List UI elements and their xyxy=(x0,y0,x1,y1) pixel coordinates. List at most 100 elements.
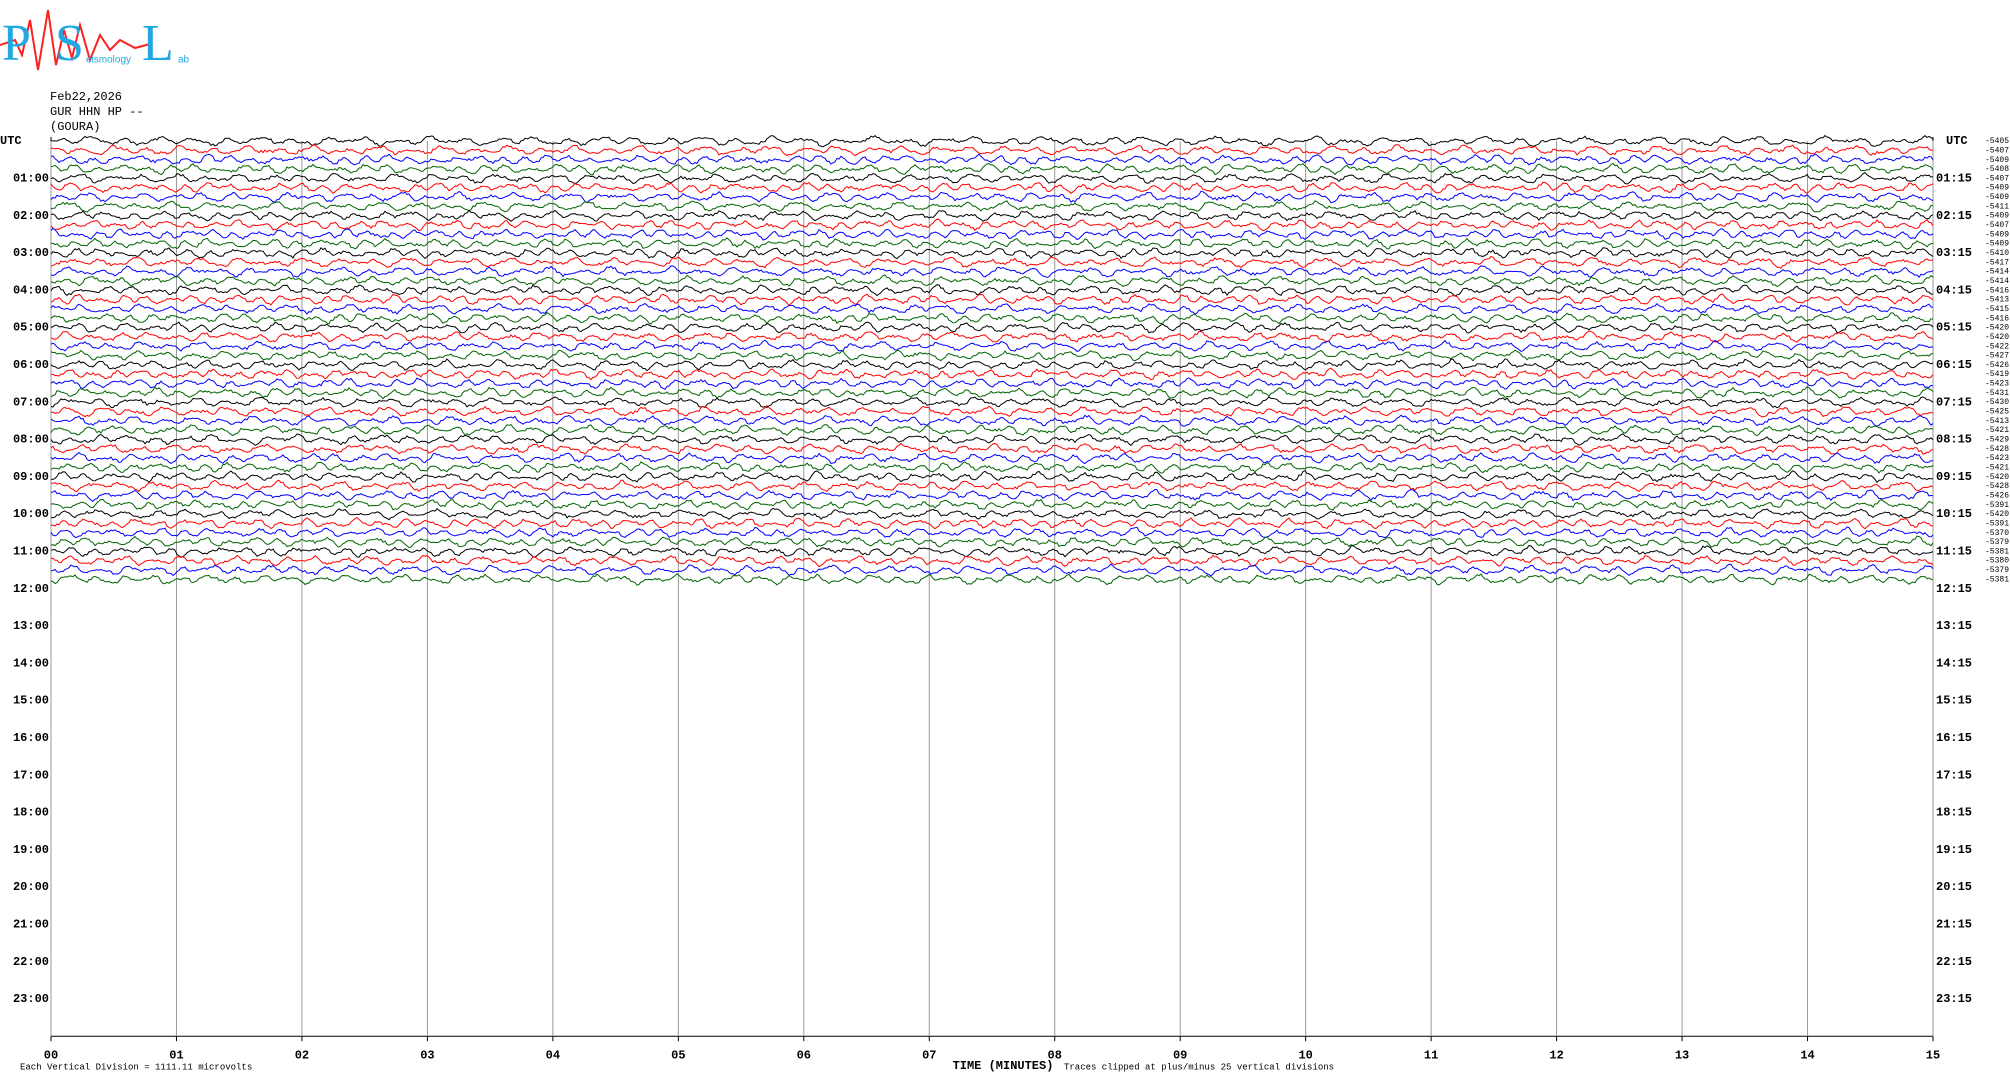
hour-label: 12:00 xyxy=(13,582,49,596)
trace xyxy=(50,404,1934,418)
hour-label: 09:00 xyxy=(13,470,49,484)
hour-label: 23:00 xyxy=(13,992,49,1006)
hour-label: 12:15 xyxy=(1936,582,1972,596)
row-offset: -5410 xyxy=(1985,249,2009,258)
trace xyxy=(50,162,1934,176)
row-offset: -5405 xyxy=(1985,137,2009,146)
hour-label: 21:00 xyxy=(13,917,49,931)
trace xyxy=(50,414,1934,427)
x-tick-label: 15 xyxy=(1926,1048,1940,1062)
footnote: Each Vertical Division = 1111.11 microvo… xyxy=(20,1062,252,1072)
row-offset: -5414 xyxy=(1985,268,2009,277)
hour-label: 13:00 xyxy=(13,619,49,633)
x-tick-label: 03 xyxy=(420,1048,434,1062)
date: Feb22,2026 xyxy=(50,90,122,104)
hour-label: 02:00 xyxy=(13,209,49,223)
row-offset: -5428 xyxy=(1985,482,2009,491)
x-tick-label: 13 xyxy=(1675,1048,1689,1062)
hour-label: 03:15 xyxy=(1936,246,1972,260)
trace xyxy=(50,563,1934,577)
hour-label: 04:00 xyxy=(13,283,49,297)
site: (GOURA) xyxy=(50,120,100,134)
trace xyxy=(50,218,1934,232)
row-offset: -5431 xyxy=(1985,389,2009,398)
hour-label: 04:15 xyxy=(1936,283,1972,297)
logo-letter: L xyxy=(142,15,174,72)
hour-label: 01:00 xyxy=(13,171,49,185)
x-axis-label: TIME (MINUTES) xyxy=(953,1059,1054,1073)
row-offset: -5409 xyxy=(1985,193,2009,202)
x-tick-label: 02 xyxy=(295,1048,309,1062)
row-offset: -5419 xyxy=(1985,370,2009,379)
hour-label: 01:15 xyxy=(1936,171,1972,185)
row-offset: -5420 xyxy=(1985,510,2009,519)
traces xyxy=(50,134,1934,586)
row-offset: -5409 xyxy=(1985,212,2009,221)
row-offset: -5414 xyxy=(1985,277,2009,286)
trace xyxy=(50,339,1934,353)
row-offset: -5413 xyxy=(1985,296,2009,305)
x-tick-label: 06 xyxy=(797,1048,811,1062)
trace xyxy=(50,461,1934,474)
trace xyxy=(50,227,1934,241)
row-offset: -5426 xyxy=(1985,361,2009,370)
trace xyxy=(50,144,1934,157)
hour-label: 05:00 xyxy=(13,321,49,335)
row-offset: -5420 xyxy=(1985,324,2009,333)
hour-label: 14:00 xyxy=(13,656,49,670)
x-tick-label: 09 xyxy=(1173,1048,1187,1062)
logo-letter: P xyxy=(2,15,31,72)
logo-word: ab xyxy=(178,55,190,66)
x-tick-label: 12 xyxy=(1549,1048,1563,1062)
utc-label: UTC xyxy=(1946,134,1968,148)
hour-label: 21:15 xyxy=(1936,917,1972,931)
trace xyxy=(50,311,1934,325)
row-offset: -5381 xyxy=(1985,575,2009,584)
trace xyxy=(50,377,1934,390)
row-offset: -5391 xyxy=(1985,501,2009,510)
row-offset: -5409 xyxy=(1985,156,2009,165)
trace xyxy=(50,358,1934,372)
row-offset: -5421 xyxy=(1985,426,2009,435)
trace xyxy=(50,274,1934,287)
trace xyxy=(50,535,1934,549)
trace xyxy=(50,442,1934,455)
hour-label: 11:00 xyxy=(13,544,49,558)
row-offset: -5425 xyxy=(1985,408,2009,417)
x-tick-label: 08 xyxy=(1048,1048,1062,1062)
row-offset: -5408 xyxy=(1985,165,2009,174)
hour-label: 13:15 xyxy=(1936,619,1972,633)
hour-label: 18:15 xyxy=(1936,806,1972,820)
hour-label: 20:15 xyxy=(1936,880,1972,894)
hour-label: 19:15 xyxy=(1936,843,1972,857)
row-offset: -5420 xyxy=(1985,473,2009,482)
row-offset: -5430 xyxy=(1985,398,2009,407)
hour-label: 15:00 xyxy=(13,694,49,708)
hour-label: 07:00 xyxy=(13,395,49,409)
x-tick-label: 05 xyxy=(671,1048,685,1062)
trace xyxy=(50,247,1934,260)
trace xyxy=(50,209,1934,222)
trace xyxy=(50,488,1934,502)
hour-label: 16:15 xyxy=(1936,731,1972,745)
hour-label: 03:00 xyxy=(13,246,49,260)
row-offset: -5407 xyxy=(1985,146,2009,155)
trace xyxy=(50,321,1934,334)
row-offset: -5415 xyxy=(1985,305,2009,314)
row-offset: -5416 xyxy=(1985,286,2009,295)
hour-label: 16:00 xyxy=(13,731,49,745)
trace xyxy=(50,479,1934,493)
logo: P S L eismology ab xyxy=(0,9,190,72)
trace xyxy=(50,293,1934,306)
row-offset: -5409 xyxy=(1985,240,2009,249)
x-tick-label: 11 xyxy=(1424,1048,1438,1062)
row-offset: -5422 xyxy=(1985,342,2009,351)
row-offset: -5417 xyxy=(1985,258,2009,267)
row-offset: -5409 xyxy=(1985,230,2009,239)
trace xyxy=(50,554,1934,568)
trace xyxy=(50,181,1934,194)
station: GUR HHN HP -- xyxy=(50,105,144,119)
trace xyxy=(50,367,1934,381)
trace xyxy=(50,302,1934,315)
logo-word: eismology xyxy=(86,55,131,66)
